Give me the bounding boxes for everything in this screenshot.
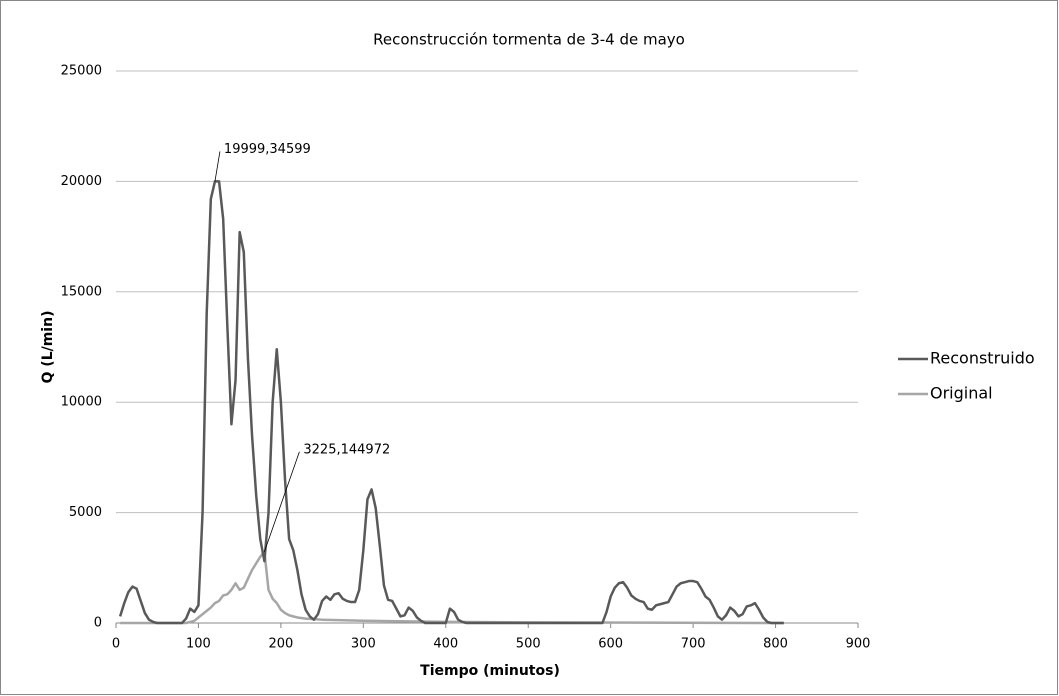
y-tick-label: 15000	[61, 284, 102, 299]
x-tick-label: 700	[681, 637, 706, 652]
y-tick-label: 5000	[69, 505, 102, 520]
annotation-label: 19999,34599	[224, 142, 311, 157]
y-axis-label: Q (L/min)	[40, 311, 56, 384]
chart-title: Reconstrucción tormenta de 3-4 de mayo	[373, 31, 685, 49]
x-tick-label: 600	[598, 637, 623, 652]
x-axis-label: Tiempo (minutos)	[420, 663, 560, 679]
annotation-leader	[264, 451, 300, 552]
x-tick-label: 200	[268, 637, 293, 652]
y-tick-label: 20000	[61, 174, 102, 189]
x-tick-label: 400	[433, 637, 458, 652]
x-tick-label: 100	[186, 637, 211, 652]
legend-label: Reconstruido	[930, 349, 1035, 368]
x-tick-label: 300	[351, 637, 376, 652]
y-tick-label: 25000	[61, 64, 102, 79]
x-tick-label: 0	[112, 637, 120, 652]
series-line	[118, 180, 784, 625]
x-tick-label: 800	[763, 637, 788, 652]
series-line	[120, 550, 784, 625]
y-tick-label: 10000	[61, 395, 102, 410]
legend-label: Original	[930, 384, 993, 403]
annotation-label: 3225,144972	[303, 442, 390, 457]
y-tick-label: 0	[94, 616, 102, 631]
x-tick-label: 500	[516, 637, 541, 652]
annotation-leader	[214, 151, 221, 182]
x-tick-label: 900	[846, 637, 871, 652]
